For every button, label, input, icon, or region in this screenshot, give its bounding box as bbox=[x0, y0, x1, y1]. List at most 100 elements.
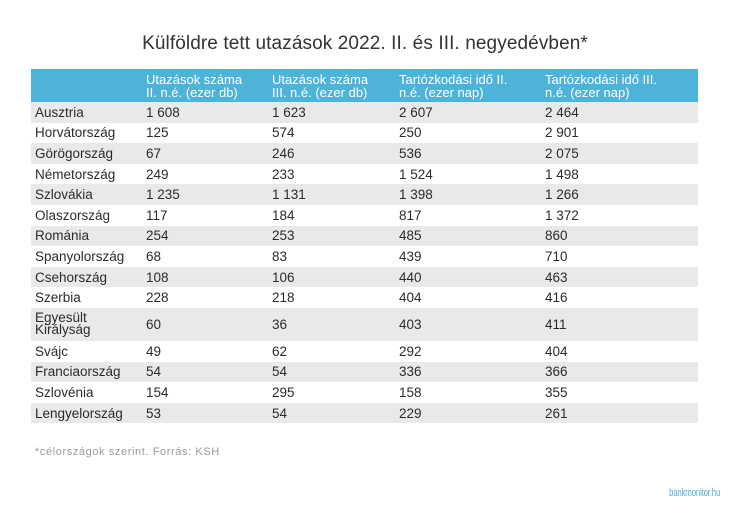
header-stay-q3: Tartózkodási idő III. n.é. (ezer nap) bbox=[541, 69, 698, 102]
value-cell: 404 bbox=[541, 340, 698, 362]
table-row: Németország 249 233 1 524 1 498 bbox=[31, 163, 698, 185]
value-cell: 404 bbox=[395, 287, 541, 308]
value-cell: 439 bbox=[395, 246, 541, 267]
country-cell: Svájc bbox=[31, 340, 142, 362]
value-cell: 125 bbox=[142, 122, 268, 144]
header-stay-q2: Tartózkodási idő II. n.é. (ezer nap) bbox=[395, 69, 541, 102]
footnote: *célországok szerint. Forrás: KSH bbox=[35, 446, 220, 458]
value-cell: 108 bbox=[142, 266, 268, 288]
value-cell: 416 bbox=[541, 287, 698, 308]
value-cell: 249 bbox=[142, 163, 268, 185]
value-cell: 62 bbox=[268, 340, 395, 362]
table-row: Lengyelország 53 54 229 261 bbox=[31, 402, 698, 424]
value-cell: 53 bbox=[142, 402, 268, 424]
country-cell: Spanyolország bbox=[31, 246, 142, 267]
value-cell: 158 bbox=[395, 382, 541, 403]
table-row: Olaszország 117 184 817 1 372 bbox=[31, 204, 698, 226]
country-cell: Franciaország bbox=[31, 361, 142, 383]
value-cell: 54 bbox=[142, 361, 268, 383]
value-cell: 184 bbox=[268, 204, 395, 226]
value-cell: 2 464 bbox=[541, 102, 698, 123]
country-cell: Szlovénia bbox=[31, 382, 142, 403]
value-cell: 2 607 bbox=[395, 102, 541, 123]
value-cell: 710 bbox=[541, 246, 698, 267]
value-cell: 1 266 bbox=[541, 184, 698, 205]
value-cell: 254 bbox=[142, 225, 268, 247]
value-cell: 1 372 bbox=[541, 204, 698, 226]
country-cell: Horvátország bbox=[31, 122, 142, 144]
value-cell: 228 bbox=[142, 287, 268, 308]
value-cell: 536 bbox=[395, 143, 541, 164]
table-row: Horvátország 125 574 250 2 901 bbox=[31, 122, 698, 144]
table-row: Szerbia 228 218 404 416 bbox=[31, 287, 698, 308]
value-cell: 574 bbox=[268, 122, 395, 144]
value-cell: 463 bbox=[541, 266, 698, 288]
value-cell: 1 398 bbox=[395, 184, 541, 205]
value-cell: 36 bbox=[268, 307, 395, 341]
table-row: Franciaország 54 54 336 366 bbox=[31, 361, 698, 383]
value-cell: 292 bbox=[395, 340, 541, 362]
table-row: Svájc 49 62 292 404 bbox=[31, 340, 698, 362]
country-cell: Ausztria bbox=[31, 102, 142, 123]
country-cell: Csehország bbox=[31, 266, 142, 288]
table-row: Ausztria 1 608 1 623 2 607 2 464 bbox=[31, 102, 698, 123]
country-cell: Szlovákia bbox=[31, 184, 142, 205]
value-cell: 1 623 bbox=[268, 102, 395, 123]
value-cell: 1 131 bbox=[268, 184, 395, 205]
table-row: Románia 254 253 485 860 bbox=[31, 225, 698, 247]
value-cell: 250 bbox=[395, 122, 541, 144]
value-cell: 411 bbox=[541, 307, 698, 341]
table-header-row: Utazások száma II. n.é. (ezer db) Utazáso… bbox=[31, 69, 698, 102]
value-cell: 355 bbox=[541, 382, 698, 403]
value-cell: 67 bbox=[142, 143, 268, 164]
country-cell: Románia bbox=[31, 225, 142, 247]
value-cell: 49 bbox=[142, 340, 268, 362]
value-cell: 54 bbox=[268, 361, 395, 383]
country-cell: Lengyelország bbox=[31, 402, 142, 424]
brand-logo: bankmonitor.hu bbox=[669, 487, 721, 499]
value-cell: 246 bbox=[268, 143, 395, 164]
table-row: Görögország 67 246 536 2 075 bbox=[31, 143, 698, 164]
value-cell: 60 bbox=[142, 307, 268, 341]
value-cell: 229 bbox=[395, 402, 541, 424]
value-cell: 860 bbox=[541, 225, 698, 247]
country-cell: Olaszország bbox=[31, 204, 142, 226]
value-cell: 54 bbox=[268, 402, 395, 424]
value-cell: 817 bbox=[395, 204, 541, 226]
value-cell: 253 bbox=[268, 225, 395, 247]
table-row: Spanyolország 68 83 439 710 bbox=[31, 246, 698, 267]
value-cell: 233 bbox=[268, 163, 395, 185]
chart-title: Külföldre tett utazások 2022. II. és III… bbox=[142, 33, 588, 54]
table-row: Szlovákia 1 235 1 131 1 398 1 266 bbox=[31, 184, 698, 205]
value-cell: 403 bbox=[395, 307, 541, 341]
value-cell: 218 bbox=[268, 287, 395, 308]
value-cell: 68 bbox=[142, 246, 268, 267]
value-cell: 106 bbox=[268, 266, 395, 288]
header-trips-q2: Utazások száma II. n.é. (ezer db) bbox=[142, 69, 268, 102]
country-cell: Egyesült Királyság bbox=[31, 307, 142, 341]
country-cell: Görögország bbox=[31, 143, 142, 164]
header-country bbox=[31, 69, 142, 102]
value-cell: 83 bbox=[268, 246, 395, 267]
value-cell: 440 bbox=[395, 266, 541, 288]
value-cell: 2 075 bbox=[541, 143, 698, 164]
table-row: Csehország 108 106 440 463 bbox=[31, 266, 698, 288]
table-row: Szlovénia 154 295 158 355 bbox=[31, 382, 698, 403]
value-cell: 485 bbox=[395, 225, 541, 247]
value-cell: 1 608 bbox=[142, 102, 268, 123]
value-cell: 117 bbox=[142, 204, 268, 226]
value-cell: 1 524 bbox=[395, 163, 541, 185]
country-cell: Szerbia bbox=[31, 287, 142, 308]
value-cell: 154 bbox=[142, 382, 268, 403]
table-row: Egyesült Királyság 60 36 403 411 bbox=[31, 307, 698, 341]
data-table: Utazások száma II. n.é. (ezer db) Utazáso… bbox=[31, 69, 698, 424]
value-cell: 1 498 bbox=[541, 163, 698, 185]
table-body: Ausztria 1 608 1 623 2 607 2 464 Horvátország… bbox=[31, 102, 698, 424]
value-cell: 366 bbox=[541, 361, 698, 383]
value-cell: 1 235 bbox=[142, 184, 268, 205]
value-cell: 261 bbox=[541, 402, 698, 424]
value-cell: 2 901 bbox=[541, 122, 698, 144]
country-cell: Németország bbox=[31, 163, 142, 185]
value-cell: 336 bbox=[395, 361, 541, 383]
header-trips-q3: Utazások száma III. n.é. (ezer db) bbox=[268, 69, 395, 102]
